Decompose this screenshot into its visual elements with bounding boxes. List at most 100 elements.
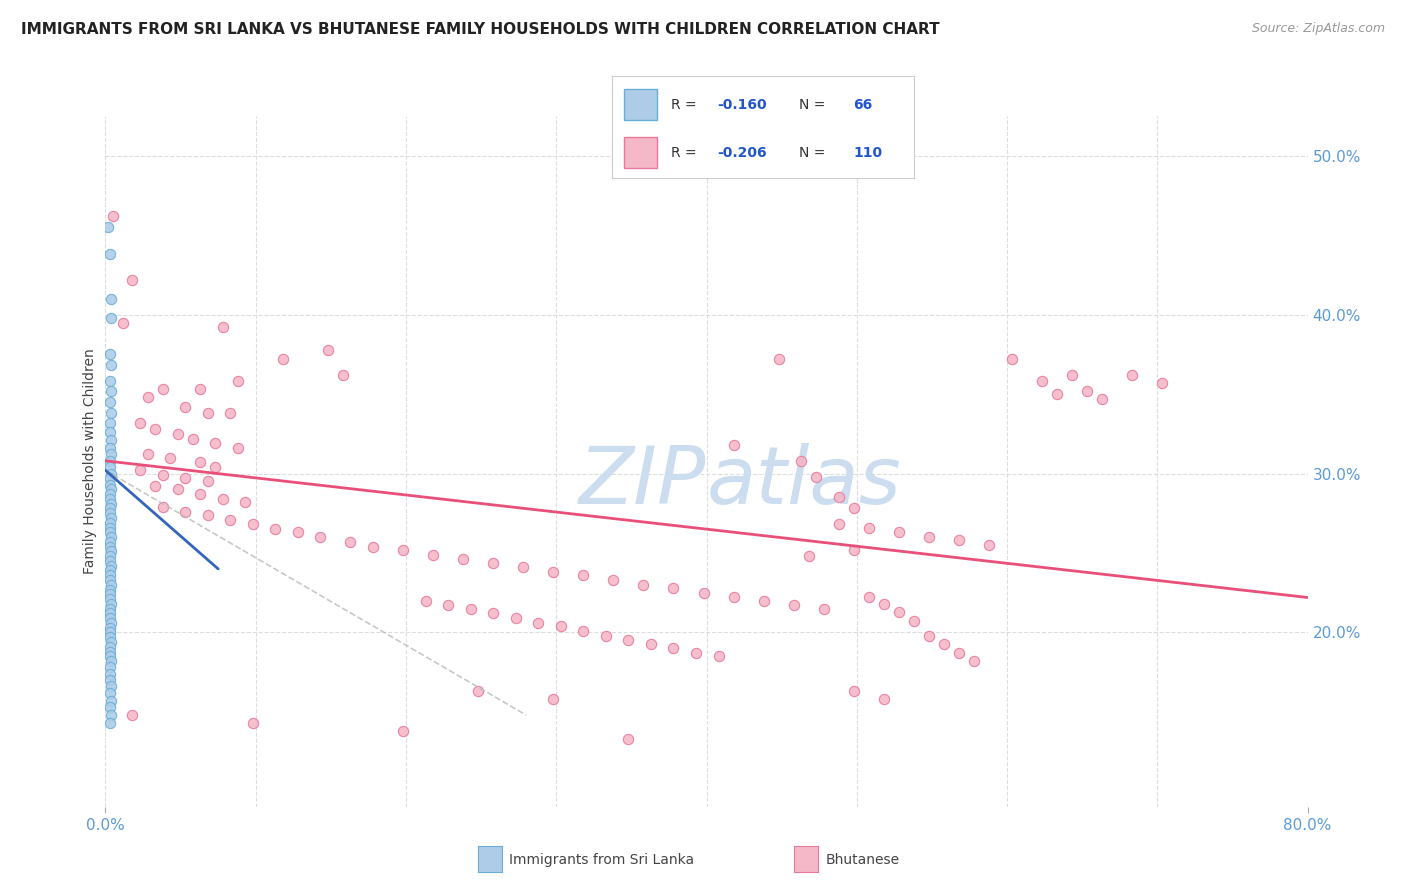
Point (219, 513, 242, 527)
Point (100, 680, 122, 694)
Point (143, 422, 166, 436)
Point (948, 533, 970, 548)
Point (242, 716, 264, 731)
Point (339, 534, 361, 549)
Point (858, 520, 880, 534)
Point (166, 426, 188, 441)
Point (226, 441, 249, 455)
Point (828, 517, 851, 532)
Point (98, 592, 121, 607)
Point (512, 560, 534, 574)
Point (100, 694, 122, 708)
Point (98, 506, 121, 520)
Point (948, 646, 970, 660)
Text: atlas: atlas (707, 443, 901, 521)
Point (129, 416, 152, 430)
Point (97, 220, 120, 235)
Point (873, 597, 896, 611)
Point (219, 406, 242, 420)
Point (98, 564, 121, 578)
Point (197, 475, 219, 489)
Text: R =: R = (671, 97, 700, 112)
Point (98, 640, 121, 654)
Point (98, 649, 121, 664)
Point (188, 382, 211, 396)
Point (858, 591, 880, 605)
Point (98, 477, 121, 491)
Point (782, 599, 804, 613)
Point (98, 549, 121, 564)
Point (271, 352, 294, 367)
Text: Immigrants from Sri Lanka: Immigrants from Sri Lanka (509, 853, 695, 867)
Point (572, 624, 595, 638)
Point (100, 578, 122, 592)
Point (98, 534, 121, 549)
Point (98, 441, 121, 455)
Point (152, 382, 174, 396)
Point (1060, 368, 1083, 382)
Point (152, 468, 174, 483)
Point (887, 525, 910, 540)
Point (98, 491, 121, 506)
Bar (624, 137, 657, 168)
Point (98, 487, 121, 501)
Point (98, 582, 121, 597)
Text: -0.206: -0.206 (717, 145, 768, 160)
Point (98, 621, 121, 635)
Point (233, 495, 256, 509)
Text: N =: N = (799, 145, 830, 160)
Point (100, 615, 122, 630)
Point (98, 520, 121, 534)
Point (98, 540, 121, 554)
Point (98, 460, 121, 475)
Point (723, 438, 745, 452)
Point (143, 479, 166, 493)
Point (100, 433, 122, 447)
Point (174, 400, 197, 414)
Point (100, 467, 122, 481)
Point (98, 425, 121, 440)
Point (98, 587, 121, 601)
Point (617, 731, 640, 746)
Point (332, 368, 354, 382)
Point (392, 542, 415, 557)
Point (136, 447, 159, 461)
Point (98, 501, 121, 516)
Point (640, 636, 662, 650)
Point (100, 654, 122, 668)
Text: Bhutanese: Bhutanese (825, 853, 900, 867)
Point (129, 463, 152, 477)
Point (174, 471, 197, 485)
Point (98, 395, 121, 409)
Point (482, 556, 505, 570)
Point (752, 593, 775, 607)
Point (617, 633, 640, 648)
Point (541, 565, 564, 579)
Point (98, 686, 121, 700)
Point (797, 549, 820, 564)
Point (1031, 375, 1053, 389)
Point (828, 491, 851, 505)
Point (174, 505, 197, 519)
Point (152, 500, 174, 514)
Point (188, 487, 211, 501)
Point (100, 359, 122, 373)
Point (842, 501, 865, 516)
Point (98, 660, 121, 674)
Point (211, 491, 233, 506)
Point (166, 483, 188, 497)
Point (918, 530, 941, 544)
Point (98, 454, 121, 468)
Point (98, 700, 121, 714)
Point (101, 209, 124, 223)
Point (100, 558, 122, 573)
Point (204, 460, 226, 475)
Point (287, 525, 309, 540)
Point (188, 455, 211, 469)
Point (98, 247, 121, 261)
Point (121, 708, 143, 723)
Point (692, 585, 714, 599)
Point (98, 471, 121, 485)
Point (633, 578, 655, 592)
Point (505, 611, 527, 625)
